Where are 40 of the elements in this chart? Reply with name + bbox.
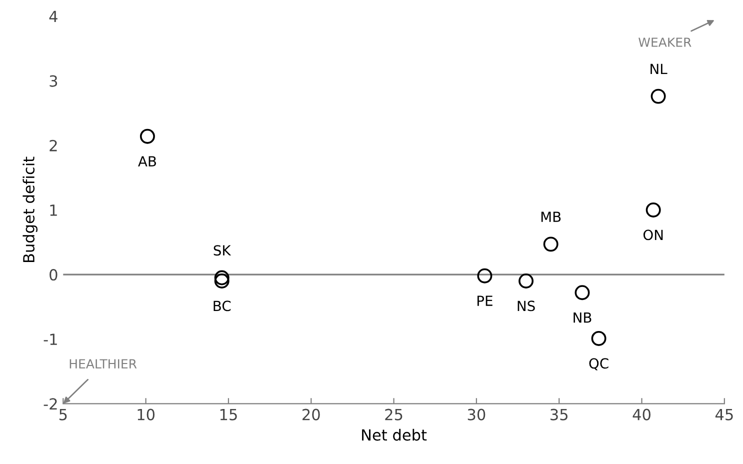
series-label: NS [518,300,535,312]
y-tick-label: 1 [50,204,57,216]
point [574,285,590,300]
series-label: MB [541,212,561,222]
point [646,202,661,218]
series-label: QC [589,358,608,370]
x-axis-title: Net debt [362,428,427,441]
point [477,268,492,284]
x-tick-label: 20 [302,408,320,420]
y-tick-label: -1 [44,334,57,345]
y-tick-label: 3 [50,75,58,87]
x-tick-label: 45 [715,409,733,420]
point [543,236,558,252]
x-tick-label: 10 [138,408,155,420]
y-tick-label: 4 [49,10,58,22]
point [518,274,534,288]
point [140,128,155,144]
x-tick-label: 25 [385,408,402,420]
series-label: PE [478,296,492,306]
y-axis-title: Budget deficit [22,156,38,262]
series-label: AB [138,156,156,166]
series-label: NL [650,64,668,74]
x-tick-label: 40 [632,408,650,420]
y-tick-label: 2 [50,140,57,152]
y-tick-label: 0 [50,269,58,281]
y-tick-label: -2 [44,398,57,410]
point [214,270,230,286]
annotation: HEALTHIER [70,359,137,368]
annotation: WEAKER [638,38,692,47]
point [650,88,666,104]
series-label: SK [214,245,232,256]
series-label: BC [214,300,231,312]
x-tick-label: 30 [468,408,486,420]
x-tick-label: 35 [550,408,568,420]
x-tick-label: 15 [220,409,237,420]
x-tick-label: 5 [59,409,67,420]
series-label: NB [574,312,592,323]
point [591,330,606,346]
point [214,274,230,288]
series-label: ON [643,230,663,240]
